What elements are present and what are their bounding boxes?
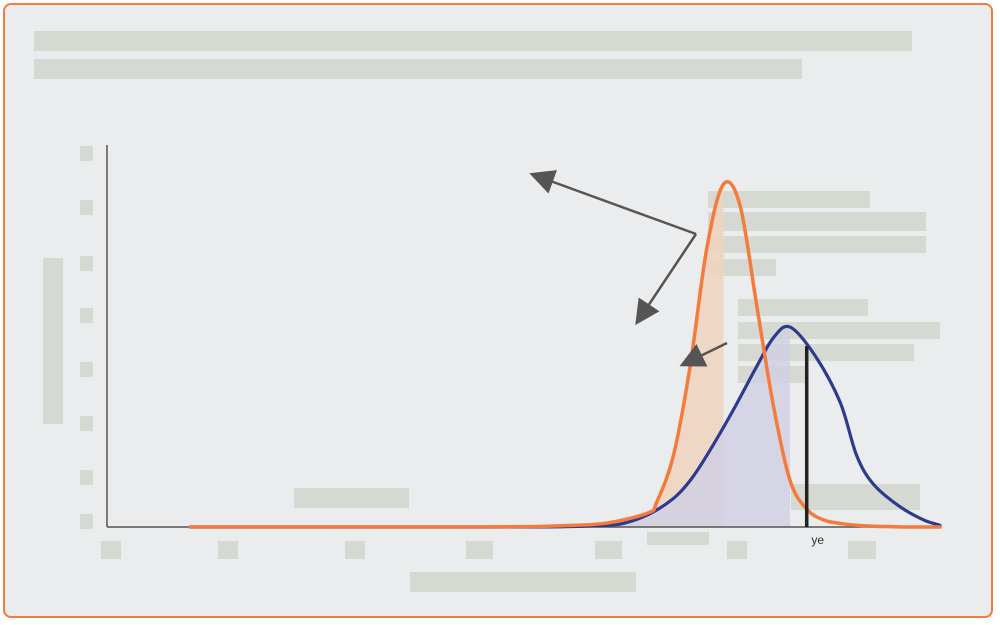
callout-upper-redacted	[708, 212, 926, 231]
x-axis-title-redacted	[410, 572, 636, 592]
callout-upper-redacted	[708, 191, 870, 208]
caption-line-2	[34, 59, 802, 79]
x-tick-redacted	[466, 541, 493, 559]
y-tick-redacted	[80, 514, 93, 529]
x-tick-redacted	[727, 541, 747, 559]
y-tick-redacted	[80, 308, 93, 323]
y-tick-redacted	[80, 200, 93, 215]
arrow-to-orange-peak	[529, 170, 697, 236]
y-tick-redacted	[80, 256, 93, 271]
series-lines	[188, 180, 942, 529]
callout-lower-redacted	[738, 322, 940, 339]
arrow-to-marker	[679, 341, 728, 367]
x-tick-redacted	[101, 541, 121, 559]
callout-lower-redacted	[738, 299, 868, 316]
marker-label: ye	[811, 533, 824, 547]
y-axis-title-redacted	[43, 258, 63, 424]
vertical-marker: ye	[804, 346, 824, 547]
x-tick-redacted	[218, 541, 238, 559]
callout-upper-redacted	[708, 259, 776, 276]
marker-label-redacted	[647, 532, 709, 545]
y-tick-redacted	[80, 146, 93, 161]
left-tail-label-redacted	[294, 488, 409, 508]
y-tick-redacted	[80, 362, 93, 377]
series-0-shaded-area	[190, 184, 724, 527]
series-1-shaded-area	[190, 327, 791, 527]
x-tick-redacted	[345, 541, 365, 559]
arrow-to-navy-peak	[635, 233, 698, 326]
x-tick-redacted	[595, 541, 622, 559]
caption-line-1	[34, 31, 912, 51]
shaded-areas	[190, 184, 791, 527]
annotation-arrows	[529, 170, 728, 367]
y-tick-redacted	[80, 416, 93, 431]
callout-upper-redacted	[708, 236, 926, 253]
x-tick-redacted	[848, 541, 876, 559]
series-0-line	[188, 180, 942, 529]
y-tick-redacted	[80, 470, 93, 485]
